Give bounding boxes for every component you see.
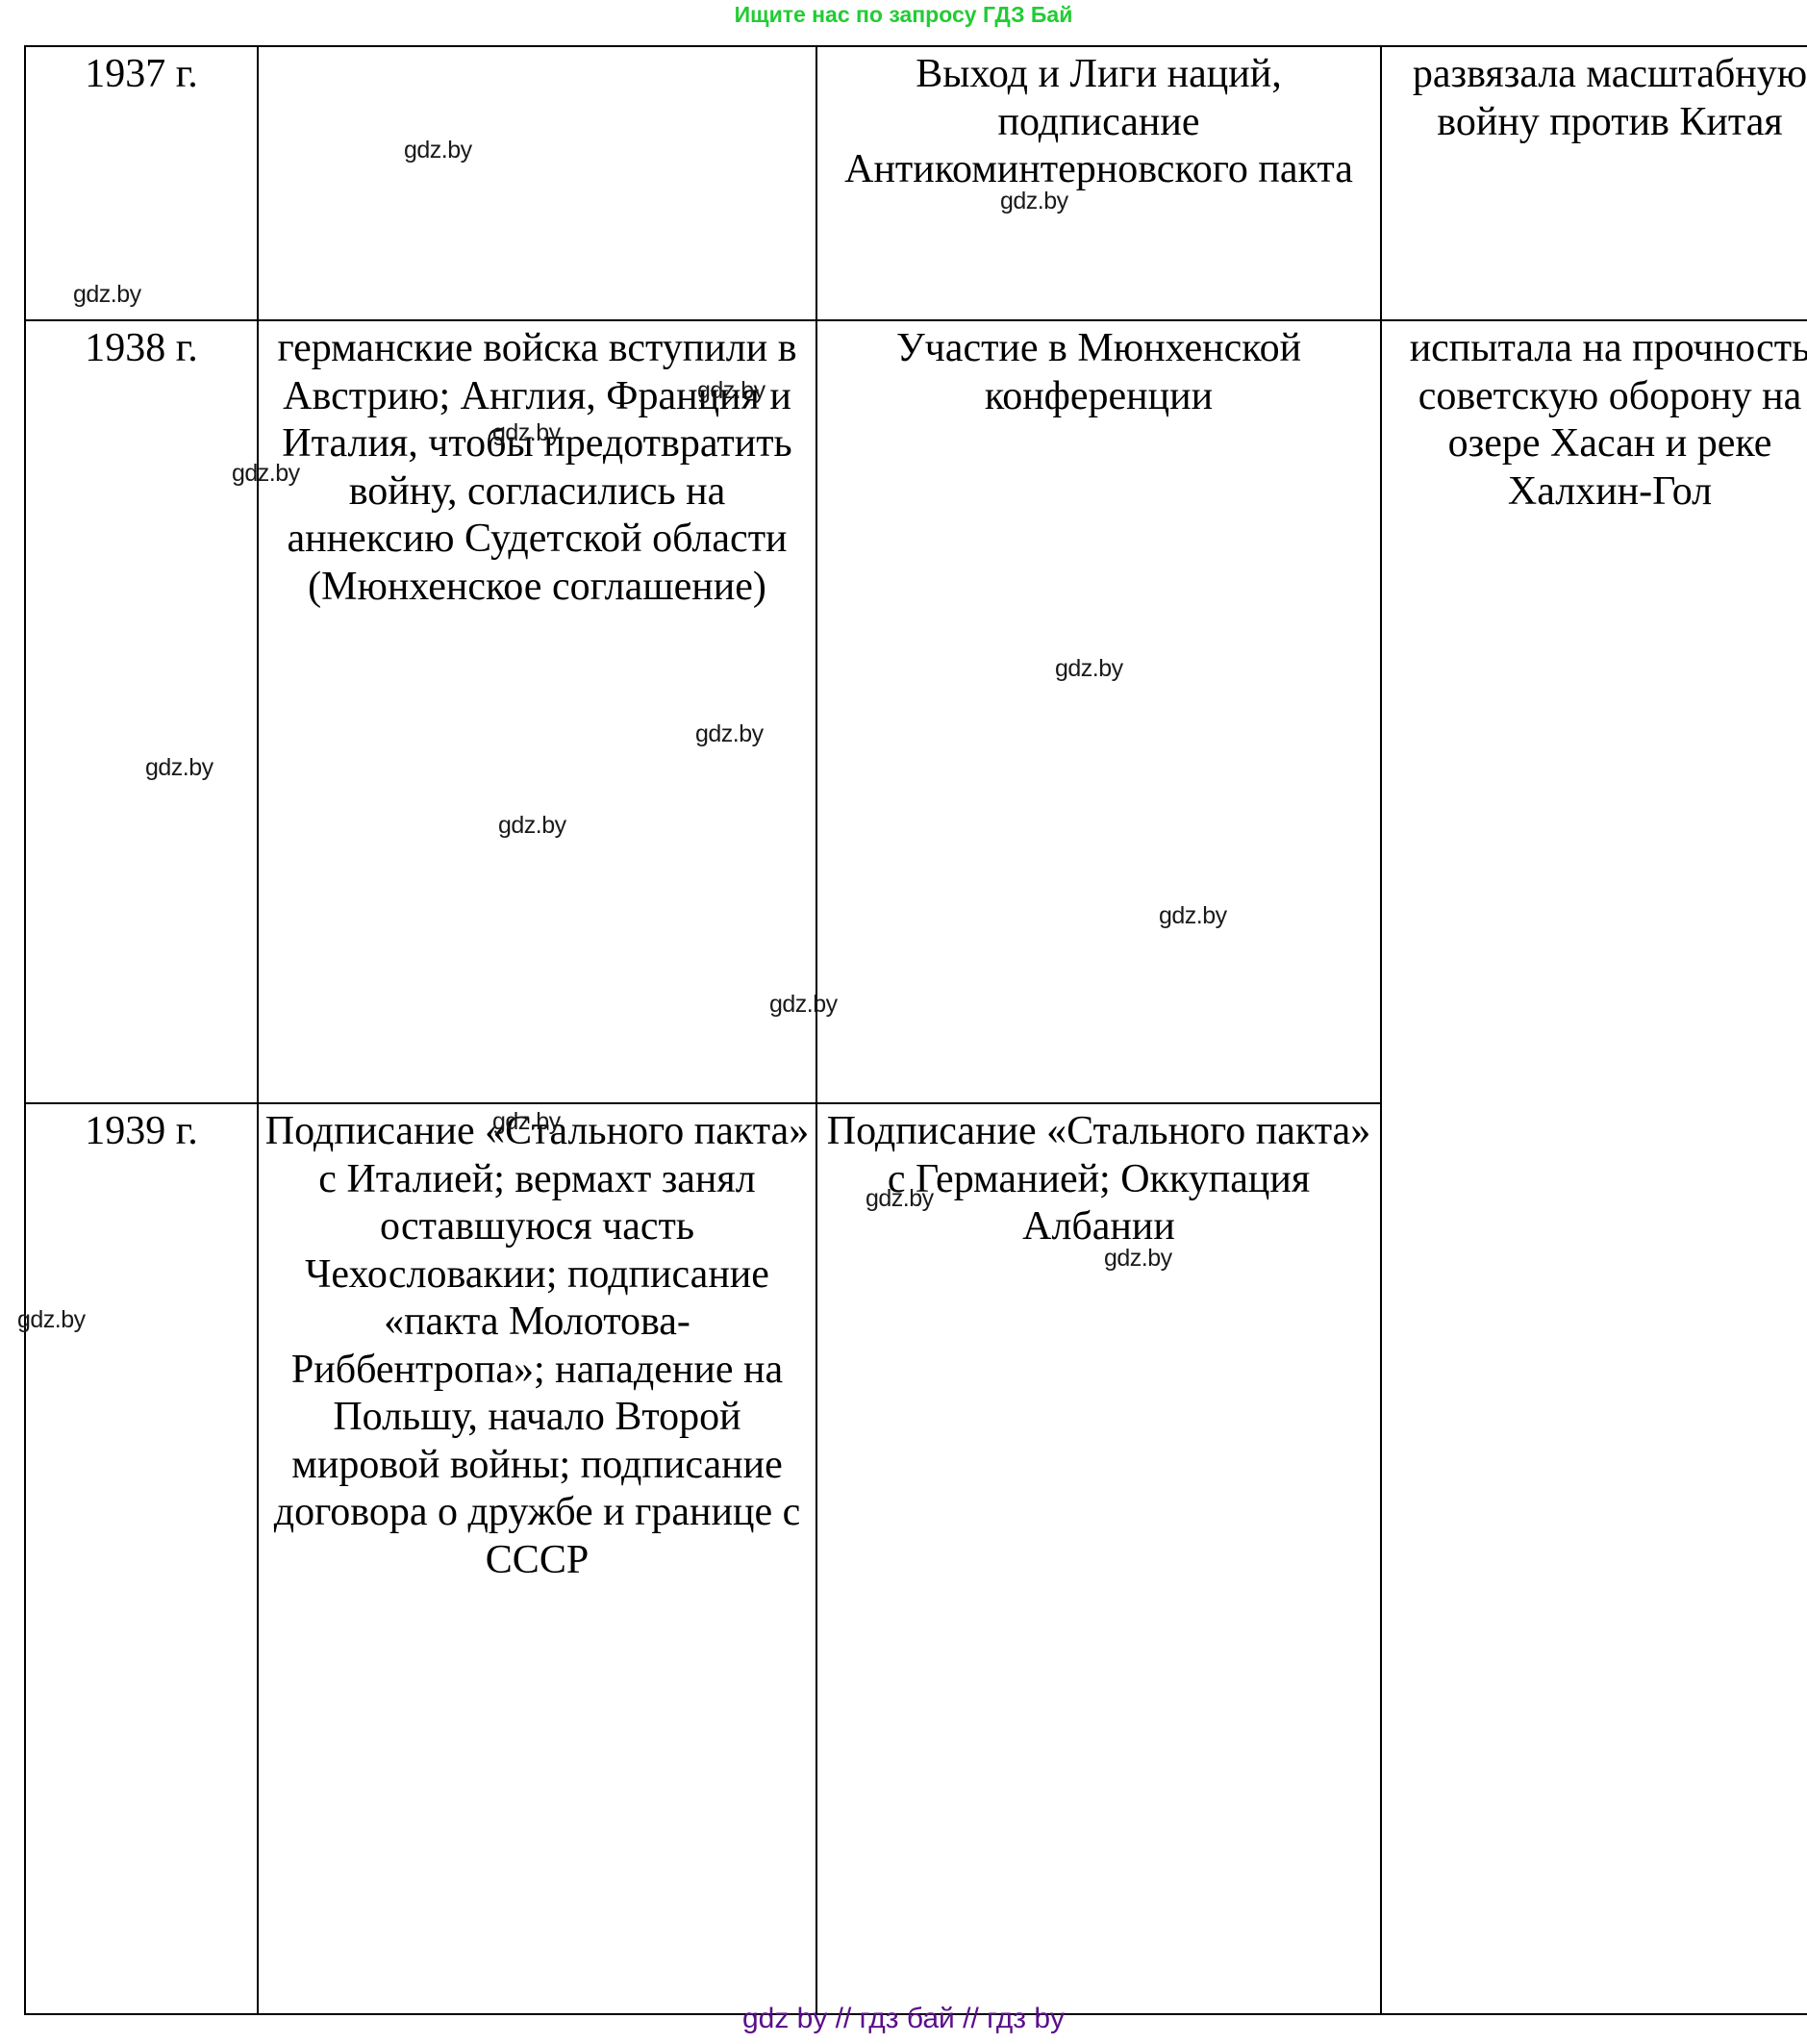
cell-japan-1937: развязала масштабную войну против Китая	[1380, 45, 1807, 321]
cell-italy-1937: Выход и Лиги наций, подписание Антикомин…	[816, 45, 1382, 321]
promo-banner: Ищите нас по запросу ГДЗ Бай	[734, 2, 1073, 27]
cell-germany-1939: Подписание «Стального пакта» с Италией; …	[257, 1102, 817, 2015]
year-label: 1939 г.	[85, 1109, 198, 1153]
cell-italy-1938: Участие в Мюнхенской конференции	[816, 319, 1382, 1104]
footer-links: gdz by // гдз бай // гдз by	[741, 2003, 1066, 2034]
cell-germany-1937	[257, 45, 817, 321]
cell-year-1937: 1937 г.	[24, 45, 259, 321]
year-label: 1938 г.	[85, 326, 198, 370]
table-row: 1938 г. германские войска вступили в Авс…	[24, 319, 1807, 2015]
history-timeline-table: 1937 г. Выход и Лиги наций, подписание А…	[24, 45, 1807, 2015]
cell-germany-1938: германские войска вступили в Австрию; Ан…	[257, 319, 817, 1104]
cell-year-1938: 1938 г.	[24, 319, 259, 1104]
cell-italy-1939: Подписание «Стального пакта» с Германией…	[816, 1102, 1382, 2015]
cell-year-1939: 1939 г.	[24, 1102, 259, 2015]
table-row: 1939 г. Подписание «Стального пакта» с И…	[24, 1102, 1807, 2015]
year-label: 1937 г.	[85, 52, 198, 96]
table-row: 1937 г. Выход и Лиги наций, подписание А…	[24, 45, 1807, 321]
cell-japan-1938-1939: испытала на прочность советскую оборону …	[1380, 319, 1807, 2015]
